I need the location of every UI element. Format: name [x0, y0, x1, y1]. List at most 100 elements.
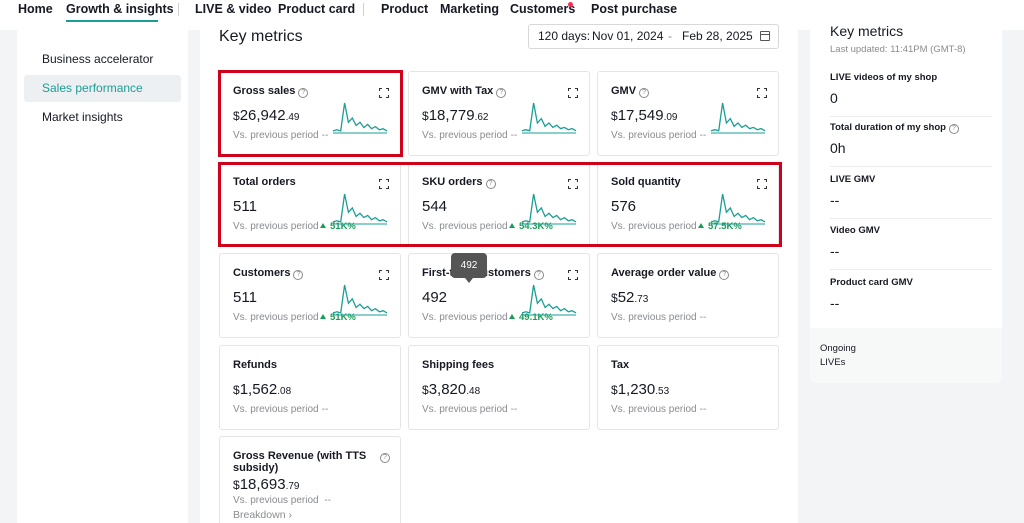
metric-card-total-orders[interactable]: Total orders 511 Vs. previous period 51K% [219, 162, 401, 247]
metric-card-gmv[interactable]: GMV? $17,549.09 Vs. previous period -- [597, 71, 779, 156]
metric-card-compare: Vs. previous period -- [611, 312, 706, 323]
sparkline-chart [521, 284, 577, 316]
sparkline-line [332, 284, 388, 314]
metric-card-value: $26,942.49 [233, 107, 299, 124]
ongoing-lives-section: Ongoing LIVEs [810, 328, 1002, 383]
expand-icon[interactable] [568, 270, 578, 280]
sparkline-line [332, 102, 388, 132]
metric-card-value: 544 [422, 198, 447, 215]
value-decimal: .53 [655, 386, 670, 397]
metric-card-gross-revenue[interactable]: Gross Revenue (with TTS subsidy) ? $18,6… [219, 436, 401, 523]
right-metric-label-text: LIVE GMV [830, 174, 876, 185]
help-icon[interactable]: ? [293, 270, 304, 280]
help-icon[interactable]: ? [380, 453, 390, 463]
metric-card-title: Sold quantity [611, 176, 681, 188]
gross-revenue-title-line2: subsidy) [233, 462, 279, 474]
nav-post-purchase[interactable]: Post purchase [591, 2, 678, 16]
value-integer: 511 [233, 289, 257, 306]
nav-live-video[interactable]: LIVE & video [195, 2, 272, 16]
right-metric-label: Total duration of my shop? [830, 122, 959, 134]
metric-card-sold-quantity[interactable]: Sold quantity 576 Vs. previous period 57.5K… [597, 162, 779, 247]
expand-icon[interactable] [568, 88, 578, 98]
chart-tooltip: 492 [451, 253, 487, 283]
nav-product-card[interactable]: Product card [278, 2, 356, 16]
metric-card-gmv-with-tax[interactable]: GMV with Tax? $18,779.62 Vs. previous peri… [408, 71, 590, 156]
value-integer: 492 [422, 289, 448, 306]
right-metric-value: 0 [830, 90, 838, 106]
metric-card-title-text: Average order value [611, 267, 717, 279]
nav-marketing[interactable]: Marketing [440, 2, 500, 16]
help-icon[interactable]: ? [533, 270, 544, 280]
right-metric-value: -- [830, 295, 840, 311]
metric-card-tax[interactable]: Tax $1,230.53 Vs. previous period -- [597, 345, 779, 430]
nav-growth-insights[interactable]: Growth & insights [66, 2, 174, 16]
right-metric-live-videos-of-my-shop: LIVE videos of my shop 0 [830, 72, 992, 117]
metric-card-title-text: GMV [611, 85, 637, 97]
sparkline-line [521, 193, 577, 223]
sparkline-line [710, 102, 766, 132]
right-metric-label: Video GMV [830, 225, 880, 236]
expand-icon[interactable] [379, 88, 389, 98]
compare-change: -- [699, 312, 707, 323]
metric-card-value: $52.73 [611, 289, 648, 306]
compare-label: Vs. previous period [422, 404, 508, 415]
metric-card-refunds[interactable]: Refunds $1,562.08 Vs. previous period -- [219, 345, 401, 430]
right-metric-label-text: Total duration of my shop [830, 122, 946, 133]
value-decimal: .09 [663, 112, 678, 123]
sidebar-item-sales-performance[interactable]: Sales performance [24, 75, 181, 102]
compare-label: Vs. previous period [422, 221, 508, 232]
metric-card-value: $17,549.09 [611, 107, 677, 124]
nav-customers[interactable]: Customers [510, 2, 576, 16]
sparkline-line [521, 102, 577, 132]
help-icon[interactable]: ? [719, 270, 730, 280]
compare-label: Vs. previous period [233, 221, 319, 232]
currency-symbol: $ [611, 109, 618, 123]
metric-card-sku-orders[interactable]: SKU orders? 544 Vs. previous period 54.3K% [408, 162, 590, 247]
sparkline-chart [332, 284, 388, 316]
help-icon[interactable]: ? [496, 88, 507, 98]
compare-label: Vs. previous period [233, 130, 319, 141]
metric-card-value: $1,230.53 [611, 381, 669, 398]
metric-card-title-text: Gross sales [233, 85, 296, 97]
metric-card-title: Gross Revenue (with TTS subsidy) [233, 450, 366, 474]
right-panel-title: Key metrics [830, 23, 904, 39]
nav-product[interactable]: Product [381, 2, 429, 16]
help-icon[interactable]: ? [485, 179, 496, 189]
compare-change: -- [321, 130, 329, 141]
sparkline-chart [710, 193, 766, 225]
metric-card-value: $3,820.48 [422, 381, 480, 398]
sidebar-item-market-insights[interactable]: Market insights [42, 110, 123, 124]
metric-card-compare: Vs. previous period [422, 221, 508, 232]
change-positive: 51K% [320, 312, 356, 323]
metric-card-compare: Vs. previous period -- [611, 130, 706, 141]
nav-home[interactable]: Home [18, 2, 53, 16]
sidebar-item-business-accelerator[interactable]: Business accelerator [42, 52, 154, 66]
metric-card-title: SKU orders? [422, 176, 496, 189]
date-range-picker[interactable]: 120 days: Nov 01, 2024 - Feb 28, 2025 [528, 24, 779, 49]
compare-change: -- [324, 495, 332, 506]
metric-card-value: 511 [233, 198, 257, 215]
value-decimal: .73 [634, 294, 649, 305]
metric-card-gross-sales[interactable]: Gross sales? $26,942.49 Vs. previous perio… [219, 71, 401, 156]
sparkline-line [332, 193, 388, 223]
expand-icon[interactable] [757, 179, 767, 189]
help-icon[interactable]: ? [298, 88, 309, 98]
help-icon[interactable]: ? [948, 124, 959, 134]
expand-icon[interactable] [379, 179, 389, 189]
metric-card-customers[interactable]: Customers? 511 Vs. previous period 51K% [219, 253, 401, 338]
compare-change: -- [510, 130, 518, 141]
breakdown-link[interactable]: Breakdown › [233, 509, 292, 521]
metric-card-average-order-value[interactable]: Average order value? $52.73 Vs. previous p… [597, 253, 779, 338]
metric-card-title-text: Customers [233, 267, 291, 279]
up-arrow-icon [320, 314, 326, 319]
metric-card-first-time-customers[interactable]: First-time customers? 492 Vs. previous per… [408, 253, 590, 338]
expand-icon[interactable] [379, 270, 389, 280]
value-integer: 18,693 [239, 476, 286, 493]
expand-icon[interactable] [568, 179, 578, 189]
metric-card-shipping-fees[interactable]: Shipping fees $3,820.48 Vs. previous perio… [408, 345, 590, 430]
nav-separator [178, 3, 179, 16]
sparkline-chart [710, 102, 766, 134]
help-icon[interactable]: ? [639, 88, 650, 98]
expand-icon[interactable] [757, 88, 767, 98]
metric-card-title: Gross sales? [233, 85, 309, 98]
